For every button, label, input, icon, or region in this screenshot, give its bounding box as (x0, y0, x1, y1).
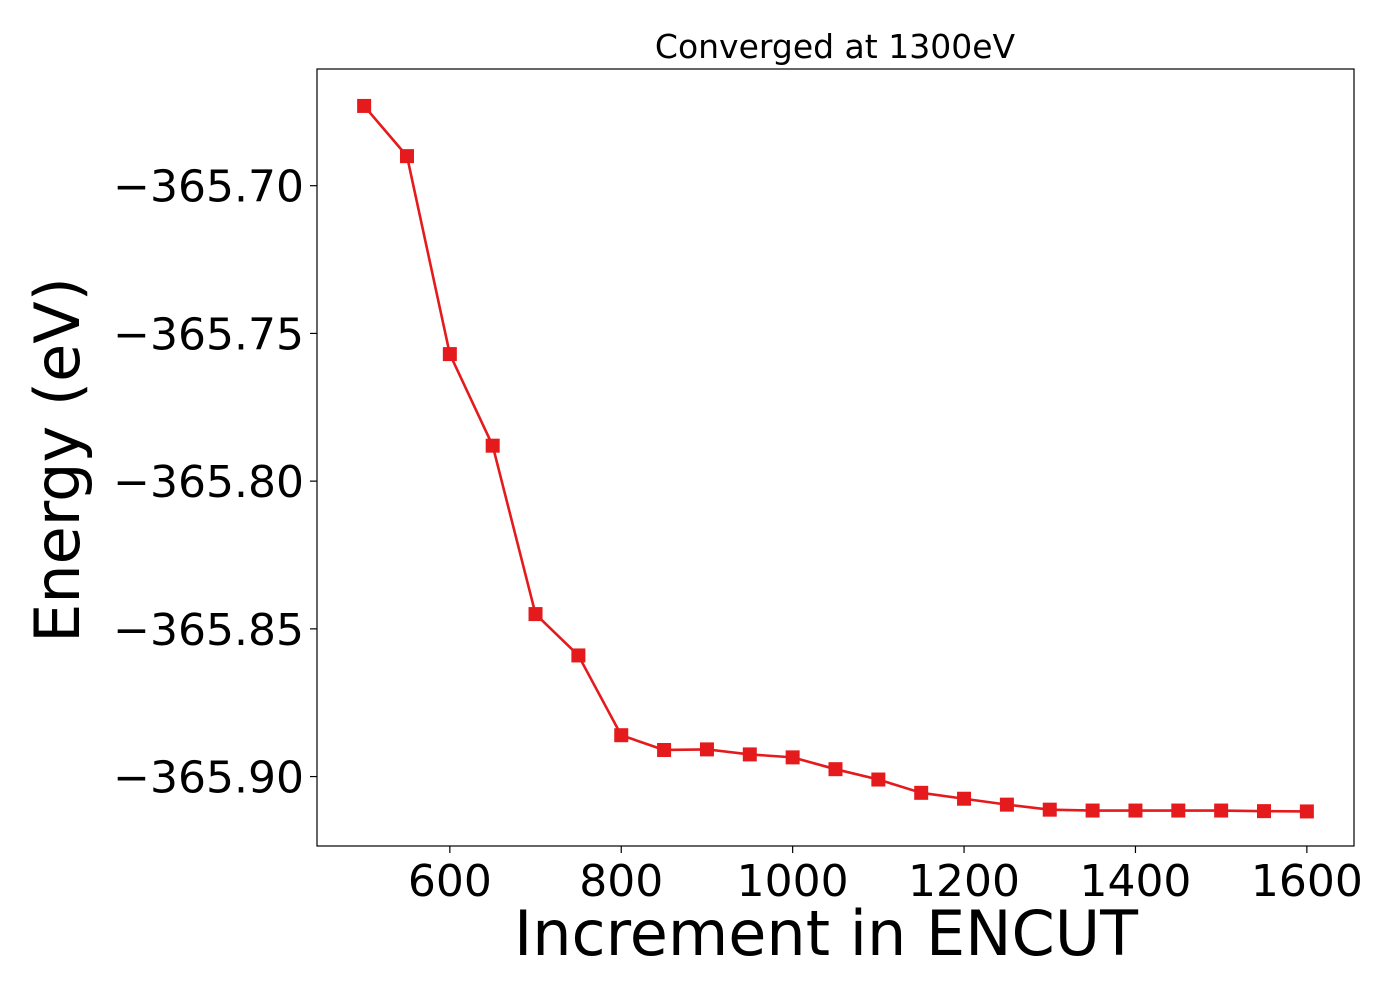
x-tick-label: 600 (408, 856, 492, 907)
y-tick-label: −365.85 (113, 605, 304, 656)
x-axis-ticks: 600 800 1000 1200 1400 1600 (408, 846, 1363, 907)
data-point-marker (828, 762, 843, 777)
data-point-marker (614, 728, 629, 743)
data-point-marker (1171, 803, 1186, 818)
data-point-marker (485, 438, 500, 453)
data-point-marker (742, 747, 757, 762)
data-point-marker (1042, 802, 1057, 817)
y-tick-label: −365.70 (113, 162, 304, 213)
data-point-marker (785, 750, 800, 765)
y-axis-label: Energy (eV) (21, 277, 94, 643)
data-point-marker (1299, 804, 1314, 819)
data-point-marker (399, 149, 414, 164)
data-point-marker (1085, 803, 1100, 818)
data-point-marker (699, 742, 714, 757)
data-point-marker (871, 772, 886, 787)
x-tick-label: 800 (579, 856, 663, 907)
data-point-marker (999, 797, 1014, 812)
series-layer (357, 98, 1314, 819)
y-tick-label: −365.75 (113, 309, 304, 360)
data-point-marker (657, 742, 672, 757)
data-point-marker (528, 607, 543, 622)
x-tick-label: 1600 (1251, 856, 1363, 907)
y-axis-ticks: −365.70 −365.75 −365.80 −365.85 −365.90 (113, 162, 317, 804)
x-tick-label: 1200 (908, 856, 1020, 907)
y-tick-label: −365.80 (113, 457, 304, 508)
x-axis-label: Increment in ENCUT (514, 897, 1139, 970)
y-tick-label: −365.90 (113, 753, 304, 804)
series-line (363, 105, 1307, 813)
data-point-marker (1214, 803, 1229, 818)
data-point-marker (1257, 804, 1272, 819)
data-point-marker (571, 648, 586, 663)
data-point-marker (957, 791, 972, 806)
data-point-marker (1128, 803, 1143, 818)
chart-title: Converged at 1300eV (655, 27, 1016, 66)
x-tick-label: 1400 (1079, 856, 1191, 907)
plot-frame (316, 68, 1355, 847)
data-point-marker (914, 785, 929, 800)
x-tick-label: 1000 (737, 856, 849, 907)
data-point-marker (357, 98, 372, 113)
data-point-marker (442, 347, 457, 362)
